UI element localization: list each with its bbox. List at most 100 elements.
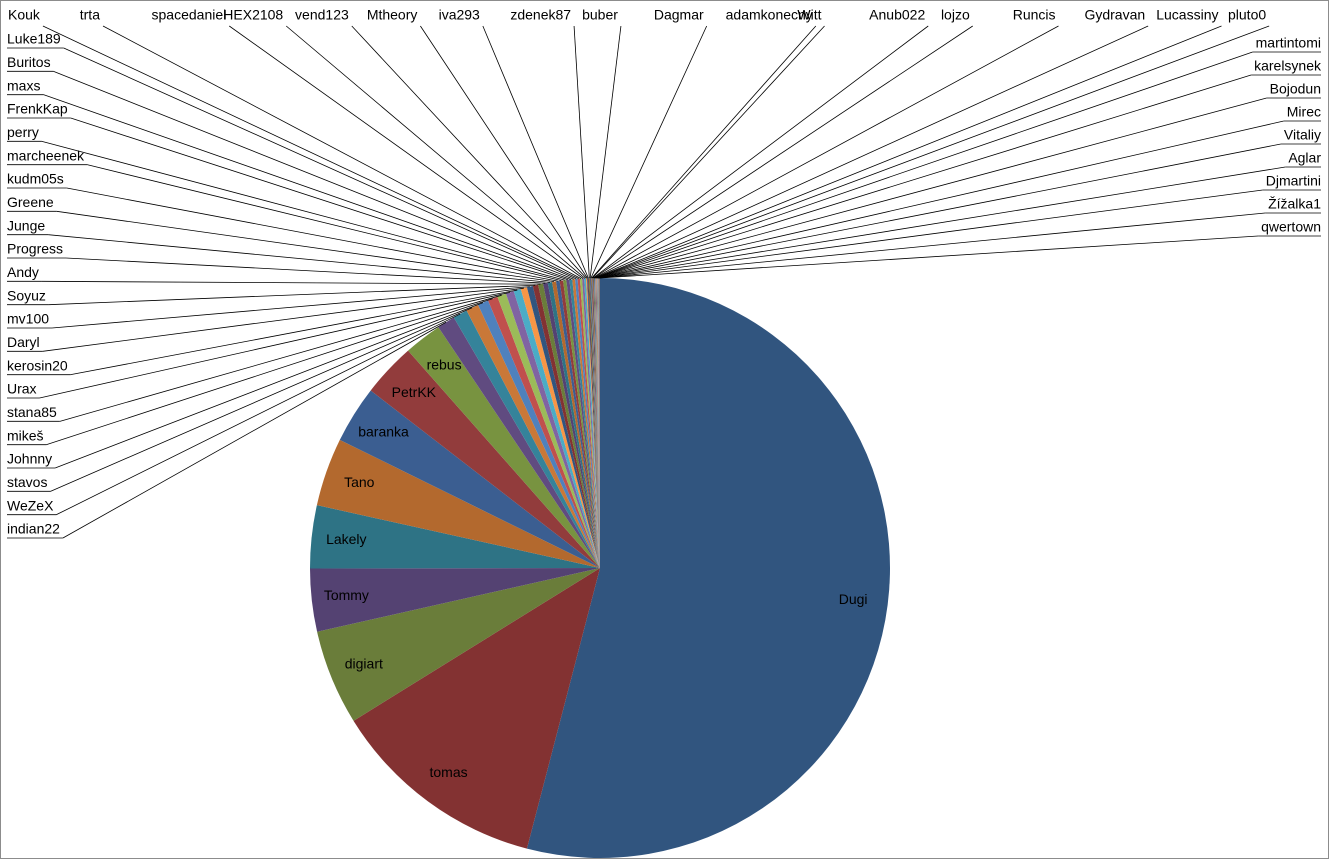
- leader-line: [420, 25, 588, 279]
- leader-line: [573, 25, 590, 279]
- pie-slice: [566, 279, 600, 568]
- pie-slice: [438, 317, 600, 568]
- leader-line: [56, 210, 555, 283]
- outer-label: FrenkKap: [7, 101, 68, 117]
- pie-slice: [317, 568, 600, 721]
- leader-line: [70, 289, 518, 376]
- pie-slice: [466, 304, 600, 568]
- slice-label: rebus: [427, 357, 462, 373]
- outer-label: Lucassiny: [1156, 7, 1218, 23]
- leader-line: [599, 235, 1259, 279]
- pie-slice: [579, 278, 600, 568]
- pie-slice: [593, 278, 600, 568]
- pie-slice: [588, 278, 600, 568]
- outer-label: Vitaliy: [1284, 127, 1321, 143]
- leader-line: [51, 286, 530, 329]
- leader-line: [46, 298, 493, 446]
- leader-line: [598, 166, 1286, 279]
- outer-label: Progress: [7, 241, 63, 257]
- pie-slice: [584, 278, 600, 568]
- leader-line: [593, 25, 973, 279]
- pie-slice: [532, 284, 600, 568]
- pie-slice: [595, 278, 600, 568]
- outer-label: buber: [582, 7, 618, 23]
- outer-label: vend123: [295, 7, 349, 23]
- outer-label: Dagmar: [654, 7, 704, 23]
- pie-slice: [543, 282, 600, 568]
- pie-slice: [552, 281, 600, 568]
- slice-label: Lakely: [326, 531, 366, 547]
- pie-slice: [310, 568, 600, 632]
- outer-label: zdenek87: [510, 7, 571, 23]
- outer-label: Soyuz: [7, 287, 46, 303]
- outer-label: Andy: [7, 264, 39, 280]
- pie-slice: [513, 289, 600, 568]
- pie-slice: [526, 285, 600, 568]
- pie-slice: [505, 291, 600, 568]
- leader-line: [597, 120, 1284, 279]
- pie-slice: [339, 390, 600, 568]
- pie-slice: [591, 278, 600, 568]
- leader-line: [42, 25, 579, 280]
- pie-slice: [520, 287, 600, 568]
- leader-line: [589, 25, 622, 279]
- outer-label: Aglar: [1288, 150, 1321, 166]
- outer-label: Daryl: [7, 334, 40, 350]
- outer-label: martintomi: [1256, 35, 1321, 51]
- pie-slice: [590, 278, 600, 568]
- outer-label: Greene: [7, 194, 54, 210]
- leader-line: [66, 187, 558, 282]
- outer-label: Anub022: [869, 7, 925, 23]
- slice-label: Dugi: [839, 591, 868, 607]
- leader-line: [590, 25, 708, 279]
- pie-slice: [595, 278, 600, 568]
- outer-label: mikeš: [7, 427, 44, 443]
- leader-line: [102, 25, 582, 279]
- pie-slice: [408, 327, 600, 568]
- leader-line: [592, 25, 825, 279]
- pie-slice: [596, 278, 600, 568]
- pie-slice: [453, 310, 600, 568]
- outer-label: Witt: [797, 7, 821, 23]
- leader-line: [599, 212, 1266, 279]
- outer-label: trta: [80, 7, 100, 23]
- outer-label: pluto0: [1228, 7, 1266, 23]
- pie-slice: [599, 278, 600, 568]
- pie-slice: [587, 278, 600, 568]
- leader-line: [41, 140, 565, 281]
- leader-line: [39, 291, 510, 399]
- pie-slice: [547, 281, 600, 568]
- pie-slice: [488, 296, 600, 568]
- leader-line: [50, 307, 473, 492]
- pie-slice: [591, 278, 600, 568]
- leader-line: [482, 25, 589, 279]
- pie-slice: [585, 278, 600, 568]
- outer-label: adamkonecny: [726, 7, 813, 23]
- leader-line: [86, 164, 562, 281]
- slice-label: PetrKK: [392, 384, 437, 400]
- outer-label: Gydravan: [1084, 7, 1145, 23]
- leader-line: [70, 117, 568, 281]
- pie-slice: [577, 278, 600, 568]
- leader-line: [62, 321, 447, 539]
- slice-label: baranka: [358, 424, 409, 440]
- leader-line: [597, 97, 1267, 279]
- outer-label: marcheenek: [7, 147, 85, 163]
- pie-slice: [597, 278, 600, 568]
- pie-slice: [598, 278, 600, 568]
- leader-line: [55, 302, 484, 469]
- outer-label: perry: [7, 124, 39, 140]
- leader-line: [595, 25, 1270, 279]
- leader-line: [48, 284, 536, 306]
- outer-label: stavos: [7, 474, 47, 490]
- outer-label: Djmartini: [1266, 173, 1321, 189]
- outer-label: qwertown: [1261, 219, 1321, 235]
- outer-label: Mtheory: [367, 7, 418, 23]
- outer-label: Bojodun: [1270, 81, 1321, 97]
- outer-label: Runcis: [1013, 7, 1056, 23]
- slice-label: tomas: [430, 764, 468, 780]
- outer-label: Luke189: [7, 31, 61, 47]
- pie-slice: [478, 300, 600, 568]
- pie-slice: [594, 278, 600, 568]
